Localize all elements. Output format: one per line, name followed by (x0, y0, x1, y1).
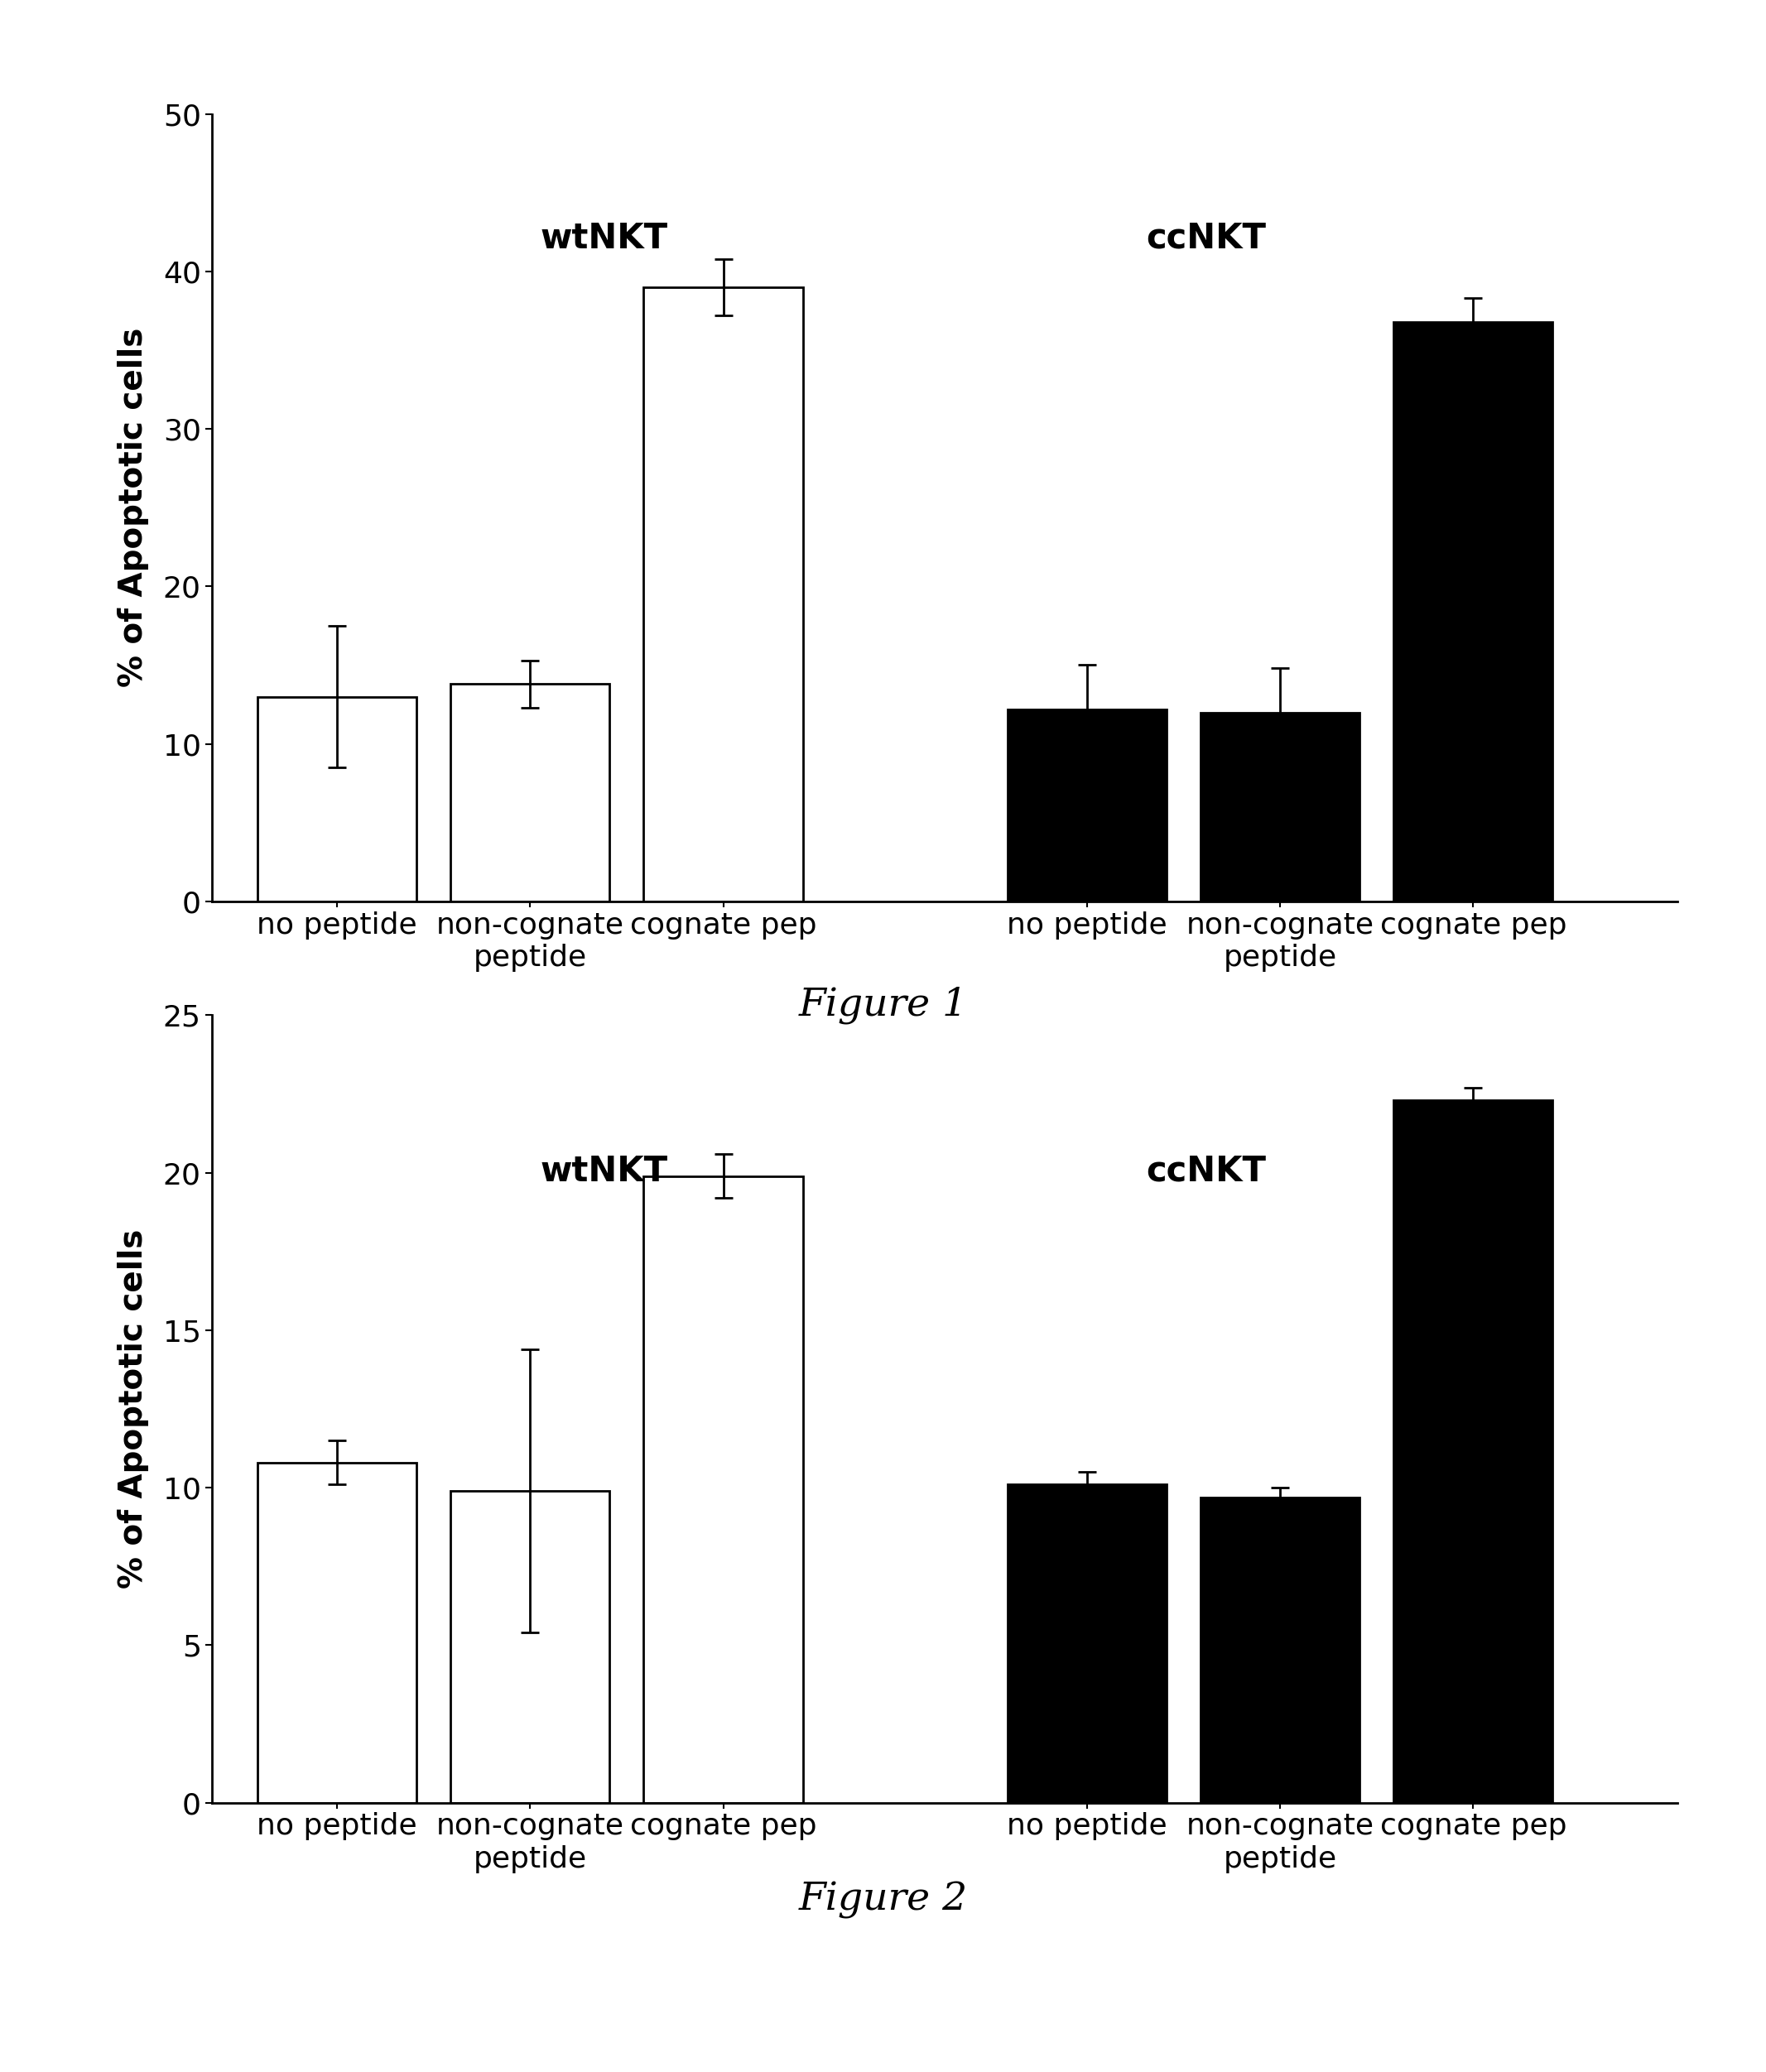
Bar (258, 696, 417, 901)
Text: wtNKT: wtNKT (540, 1154, 668, 1189)
Text: Figure 2: Figure 2 (798, 1881, 968, 1919)
Bar (643, 1177, 804, 1803)
Bar (1393, 1100, 1552, 1803)
Bar (450, 684, 609, 901)
Bar (450, 1492, 609, 1803)
Bar (1201, 1498, 1360, 1803)
Y-axis label: % of Apoptotic cells: % of Apoptotic cells (118, 1229, 148, 1589)
Bar (1007, 709, 1166, 901)
Text: wtNKT: wtNKT (540, 222, 668, 255)
Bar (1201, 713, 1360, 901)
Bar (1393, 321, 1552, 901)
Text: ccNKT: ccNKT (1146, 1154, 1266, 1189)
Y-axis label: % of Apoptotic cells: % of Apoptotic cells (118, 327, 148, 688)
Text: ccNKT: ccNKT (1146, 222, 1266, 255)
Bar (258, 1463, 417, 1803)
Text: Figure 1: Figure 1 (798, 986, 968, 1024)
Bar (1007, 1484, 1166, 1803)
Bar (643, 288, 804, 901)
